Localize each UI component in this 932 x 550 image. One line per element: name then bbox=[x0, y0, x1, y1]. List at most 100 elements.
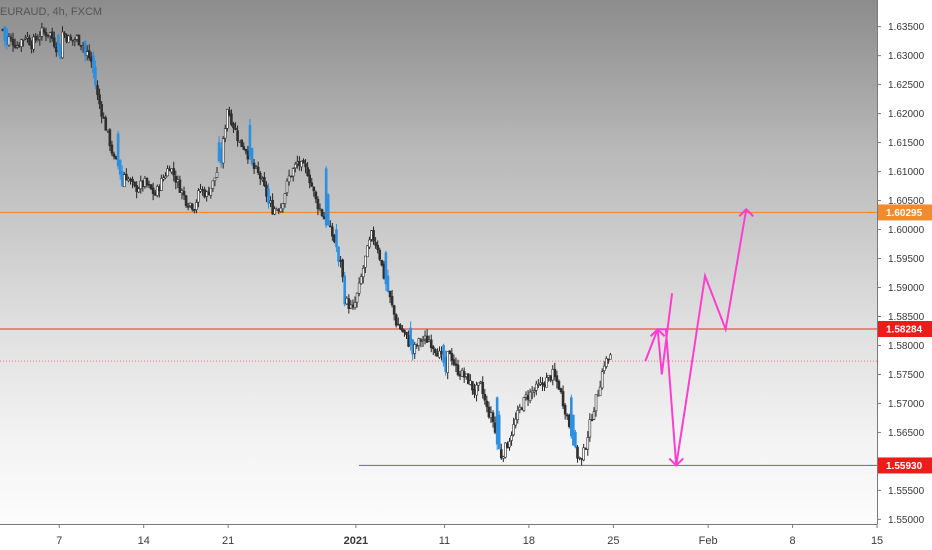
candle-body bbox=[541, 382, 544, 385]
candle-body bbox=[592, 411, 596, 420]
y-tick-label: 1.62000 bbox=[888, 109, 925, 120]
y-tick-label: 1.61000 bbox=[888, 167, 925, 178]
candle-body bbox=[90, 57, 93, 62]
candle-body bbox=[333, 234, 336, 243]
candle-body bbox=[59, 43, 62, 59]
candle-body bbox=[308, 174, 311, 184]
x-tick-label: Feb bbox=[699, 535, 718, 547]
candle-body bbox=[193, 209, 196, 211]
x-tick-label: 11 bbox=[439, 535, 450, 547]
candle-body bbox=[50, 31, 54, 39]
candle-body bbox=[520, 407, 524, 411]
candle-body bbox=[458, 374, 462, 377]
candle-body bbox=[374, 242, 377, 246]
candle-body bbox=[481, 382, 485, 394]
candle-body bbox=[353, 301, 357, 309]
candle-body bbox=[172, 168, 176, 176]
candle-body bbox=[168, 168, 171, 172]
candle-body bbox=[551, 369, 555, 381]
candle-body bbox=[100, 103, 103, 117]
candle-body bbox=[454, 363, 458, 366]
candle-body bbox=[28, 37, 31, 46]
candle-body bbox=[36, 39, 40, 41]
candle-body bbox=[40, 27, 44, 37]
candle-body bbox=[545, 377, 548, 388]
candle-body bbox=[162, 177, 165, 180]
candle-body bbox=[209, 187, 213, 196]
candle-body bbox=[473, 389, 476, 395]
candle-body bbox=[261, 178, 264, 180]
candle-body bbox=[588, 419, 592, 438]
candle-body bbox=[347, 298, 351, 309]
candle-body bbox=[417, 338, 421, 346]
y-tick-label: 1.57000 bbox=[888, 399, 925, 410]
candle-body bbox=[506, 443, 509, 449]
candle-body bbox=[116, 133, 120, 167]
y-tick-label: 1.61500 bbox=[888, 138, 925, 149]
candle-body bbox=[565, 414, 569, 417]
candle-body bbox=[427, 339, 431, 342]
candle-body bbox=[139, 180, 143, 190]
candle-body bbox=[69, 36, 73, 41]
candle-body bbox=[479, 381, 482, 384]
candle-body bbox=[462, 371, 466, 378]
candle-body bbox=[131, 178, 134, 183]
candle-body bbox=[13, 44, 17, 48]
candle-body bbox=[366, 245, 369, 258]
projection-zigzag[interactable] bbox=[644, 209, 748, 466]
candle-body bbox=[378, 249, 382, 260]
candle-body bbox=[71, 39, 75, 42]
candle-body bbox=[328, 225, 332, 228]
projection-first-leg bbox=[656, 293, 674, 375]
candle-body bbox=[396, 323, 400, 326]
candle-body bbox=[543, 383, 546, 387]
candle-body bbox=[87, 50, 91, 59]
candle-body bbox=[67, 35, 70, 43]
candles bbox=[1, 22, 612, 466]
candle-body bbox=[460, 370, 464, 377]
candle-body bbox=[143, 178, 147, 187]
candle-body bbox=[497, 414, 501, 450]
y-tick-label: 1.59000 bbox=[888, 283, 925, 294]
candle-body bbox=[238, 140, 241, 143]
candle-body bbox=[190, 203, 194, 210]
candle-body bbox=[368, 239, 371, 248]
candle-body bbox=[421, 339, 425, 342]
candle-body bbox=[213, 177, 217, 182]
candle-body bbox=[304, 163, 307, 168]
x-tick-label: 14 bbox=[138, 535, 150, 547]
candle-body bbox=[339, 260, 342, 262]
candle-body bbox=[534, 383, 538, 391]
candle-body bbox=[495, 397, 499, 445]
candle-body bbox=[170, 168, 173, 173]
candle-body bbox=[263, 177, 266, 186]
candle-body bbox=[370, 230, 373, 240]
candle-body bbox=[147, 184, 151, 186]
symbol-label: EURAUD, 4h, FXCM bbox=[0, 6, 103, 18]
candle-body bbox=[199, 189, 202, 192]
candle-body bbox=[96, 85, 99, 95]
candle-body bbox=[127, 178, 130, 181]
candle-body bbox=[42, 28, 46, 33]
y-tick-label: 1.63000 bbox=[888, 51, 925, 62]
candle-body bbox=[324, 168, 328, 226]
candle-body bbox=[357, 282, 361, 294]
candle-body bbox=[269, 200, 272, 204]
y-tick-label: 1.59500 bbox=[888, 254, 925, 265]
candle-body bbox=[236, 130, 239, 141]
candle-body bbox=[489, 412, 493, 418]
candle-body bbox=[438, 350, 441, 358]
candle-body bbox=[355, 292, 359, 303]
x-tick-label: 8 bbox=[790, 535, 796, 547]
candle-body bbox=[425, 335, 429, 343]
candle-body bbox=[450, 352, 454, 361]
candle-body bbox=[343, 275, 347, 305]
x-tick-label: 7 bbox=[56, 535, 62, 547]
candle-body bbox=[296, 161, 299, 164]
candle-body bbox=[514, 418, 517, 426]
candle-body bbox=[246, 150, 250, 160]
candle-body bbox=[61, 31, 64, 59]
candle-body bbox=[405, 331, 408, 336]
candle-body bbox=[452, 359, 456, 365]
y-tick-label: 1.60500 bbox=[888, 196, 925, 207]
